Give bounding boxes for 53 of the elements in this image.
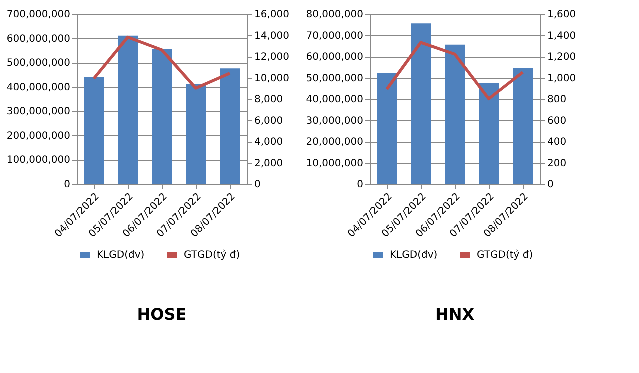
y-tick-label: 20,000,000 (306, 137, 364, 148)
bar (152, 49, 172, 184)
y-tick-label: 300,000,000 (6, 106, 70, 118)
y2-tick-label: 0 (254, 180, 261, 190)
y-tick-label: 80,000,000 (306, 10, 364, 20)
bar (186, 84, 206, 184)
y-tick-label: 0 (64, 180, 70, 190)
text: HOSE (137, 305, 187, 324)
y-tick-label: 400,000,000 (6, 82, 70, 94)
y-tick-label: 50,000,000 (306, 73, 364, 84)
y-tick-label: 500,000,000 (6, 58, 70, 70)
bar (445, 44, 465, 184)
y2-tick-label: 1,600 (548, 10, 576, 20)
bar (377, 74, 397, 184)
y2-tick-label: 0 (548, 180, 554, 190)
legend-label: KLGD(đv) (97, 250, 145, 261)
line-series (386, 41, 524, 100)
y2-tick-label: 12,000 (254, 52, 290, 63)
y2-tick-label: 16,000 (254, 10, 290, 20)
y-tick-label: 100,000,000 (6, 155, 70, 166)
bar (118, 36, 138, 184)
bar (84, 77, 104, 184)
y2-tick-label: 8,000 (254, 94, 284, 106)
y-tick-label: 60,000,000 (306, 52, 364, 63)
y2-tick-label: 4,000 (254, 137, 284, 148)
legend-label: GTGD(tỷ đ) (184, 249, 240, 261)
y-tick-label: 30,000,000 (306, 116, 364, 127)
legend-label: GTGD(tỷ đ) (477, 249, 534, 261)
bar (513, 68, 533, 184)
y2-tick-label: 400 (548, 137, 567, 148)
y2-tick-label: 1,000 (548, 73, 576, 84)
bar (220, 68, 240, 184)
y-tick-label: 40,000,000 (306, 94, 364, 106)
y2-tick-label: 6,000 (254, 116, 284, 127)
y2-tick-label: 10,000 (254, 73, 290, 84)
y-tick-label: 700,000,000 (6, 10, 70, 20)
y2-tick-label: 800 (548, 94, 567, 106)
bar (479, 83, 499, 184)
y2-tick-label: 1,400 (548, 30, 576, 42)
y-tick-label: 600,000,000 (6, 34, 70, 45)
y-tick-label: 0 (357, 180, 364, 190)
y-tick-label: 70,000,000 (306, 30, 364, 42)
y2-tick-label: 14,000 (254, 30, 290, 42)
y2-tick-label: 600 (548, 116, 567, 127)
y2-tick-label: 1,200 (548, 52, 576, 63)
line-series (92, 36, 232, 90)
y-tick-label: 10,000,000 (306, 158, 364, 170)
bar (411, 24, 431, 184)
legend-label: KLGD(đv) (390, 250, 438, 261)
y2-tick-label: 200 (548, 158, 567, 170)
y2-tick-label: 2,000 (254, 158, 284, 170)
text: HNX (435, 305, 476, 324)
y-tick-label: 200,000,000 (6, 130, 70, 142)
